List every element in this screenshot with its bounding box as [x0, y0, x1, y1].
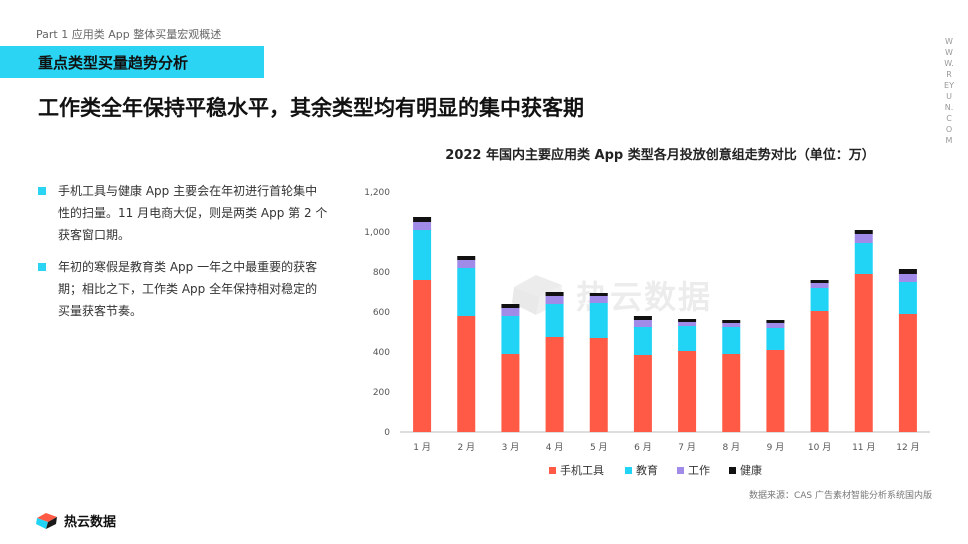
bar-segment: [766, 323, 785, 328]
bar-segment: [589, 338, 608, 432]
section-title: 重点类型买量趋势分析: [38, 54, 189, 72]
bar-segment: [457, 268, 476, 316]
bar-segment: [545, 337, 564, 432]
page-headline: 工作类全年保持平稳水平，其余类型均有明显的集中获客期: [38, 96, 584, 120]
y-tick-label: 800: [373, 268, 390, 278]
logo-text: 热云数据: [64, 515, 117, 530]
bar-segment: [501, 354, 520, 432]
legend-label: 工作: [688, 464, 710, 477]
watermark: 热云数据: [510, 272, 712, 318]
reyun-logo-icon: [36, 512, 57, 529]
bar-segment: [678, 326, 697, 351]
legend-swatch: [729, 467, 736, 474]
y-tick-label: 1,000: [364, 228, 390, 238]
bar-segment: [854, 230, 873, 234]
y-tick-label: 400: [373, 348, 390, 358]
bar-segment: [854, 274, 873, 432]
bar-segment: [589, 293, 608, 296]
bar-segment: [678, 351, 697, 432]
bar-segment: [589, 303, 608, 338]
bar-segment: [678, 322, 697, 326]
x-tick-label: 12 月: [896, 442, 919, 453]
legend-label: 手机工具: [560, 463, 604, 477]
bar-segment: [722, 323, 741, 327]
bar-segment: [722, 327, 741, 354]
bar-segment: [413, 222, 432, 230]
y-tick-label: 200: [373, 388, 390, 398]
bar-segment: [413, 280, 432, 432]
bullet-item: 手机工具与健康 App 主要会在年初进行首轮集中性的扫量。11 月电商大促，则是…: [38, 180, 328, 246]
x-tick-label: 11 月: [852, 442, 875, 453]
x-tick-label: 5 月: [590, 442, 608, 453]
bar-segment: [898, 274, 917, 282]
bullet-text: 手机工具与健康 App 主要会在年初进行首轮集中性的扫量。11 月电商大促，则是…: [58, 184, 328, 242]
chart-title: 2022 年国内主要应用类 App 类型各月投放创意组走势对比（单位：万）: [445, 148, 875, 163]
bar-segment: [413, 217, 432, 222]
legend-swatch: [677, 467, 684, 474]
bar-segment: [457, 256, 476, 260]
part-label: Part 1 应用类 App 整体买量宏观概述: [36, 28, 222, 41]
bar-segment: [898, 314, 917, 432]
legend-swatch: [625, 467, 632, 474]
x-tick-label: 10 月: [808, 442, 831, 453]
section-banner: [0, 46, 264, 78]
bar-segment: [545, 296, 564, 304]
x-tick-label: 4 月: [546, 442, 564, 453]
y-tick-label: 1,200: [364, 188, 390, 198]
stacked-bar-chart: 0 200 400 600 800 1,000 1,200 1 月 2 月 3 月 4 月 5 月 6 …: [364, 188, 930, 477]
bullet-item: 年初的寒假是教育类 App 一年之中最重要的获客期；相比之下，工作类 App 全…: [38, 256, 328, 322]
legend-label: 教育: [636, 463, 658, 477]
x-tick-label: 6 月: [634, 442, 652, 453]
bar-segment: [545, 304, 564, 337]
bullet-square-icon: [38, 187, 46, 195]
side-url: WWW.REYUN.COM: [944, 37, 954, 145]
bar-segment: [722, 354, 741, 432]
bullet-list: 手机工具与健康 App 主要会在年初进行首轮集中性的扫量。11 月电商大促，则是…: [38, 180, 328, 332]
bar-segment: [457, 260, 476, 268]
bar-segment: [457, 316, 476, 432]
bullet-text: 年初的寒假是教育类 App 一年之中最重要的获客期；相比之下，工作类 App 全…: [58, 260, 318, 318]
x-tick-label: 2 月: [457, 442, 475, 453]
bar-segment: [854, 243, 873, 274]
bar-segment: [898, 282, 917, 314]
bar-segment: [545, 292, 564, 296]
bar-segment: [898, 269, 917, 274]
bullet-square-icon: [38, 263, 46, 271]
bar-segment: [810, 280, 829, 283]
y-tick-label: 600: [373, 308, 390, 318]
bar-segment: [633, 327, 652, 355]
brand-logo: 热云数据: [36, 511, 116, 530]
data-source: 数据来源：CAS 广告素材智能分析系统国内版: [748, 491, 932, 501]
x-tick-label: 8 月: [722, 442, 740, 453]
y-tick-label: 0: [384, 428, 390, 438]
bar-segment: [589, 296, 608, 303]
bar-segment: [633, 316, 652, 320]
bar-segment: [678, 319, 697, 322]
bar-segment: [766, 320, 785, 323]
x-tick-label: 9 月: [767, 442, 785, 453]
x-tick-label: 1 月: [413, 442, 431, 453]
bar-segment: [501, 304, 520, 308]
bar-segment: [722, 320, 741, 323]
bar-segment: [810, 288, 829, 311]
bar-segment: [501, 316, 520, 354]
bar-segment: [766, 328, 785, 350]
bar-segment: [810, 311, 829, 432]
legend-label: 健康: [740, 463, 762, 477]
bar-segment: [501, 308, 520, 316]
bar-segment: [766, 350, 785, 432]
bar-segment: [810, 283, 829, 288]
bar-segment: [633, 355, 652, 432]
bar-segment: [413, 230, 432, 280]
x-tick-label: 3 月: [502, 442, 520, 453]
x-tick-label: 7 月: [678, 442, 696, 453]
bar-segment: [854, 234, 873, 243]
legend-swatch: [549, 467, 556, 474]
bar-segment: [633, 320, 652, 327]
